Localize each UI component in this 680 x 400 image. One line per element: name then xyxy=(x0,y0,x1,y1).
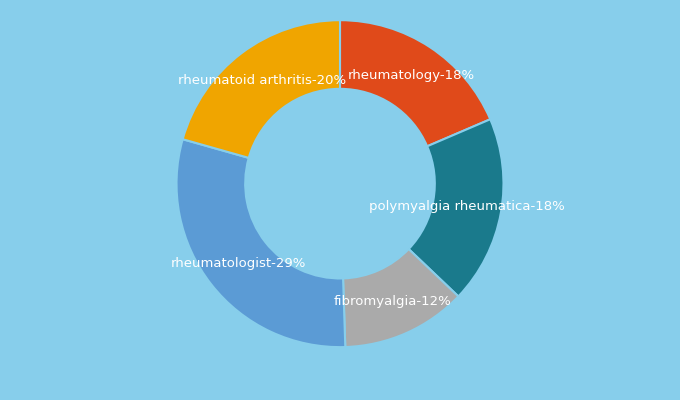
Wedge shape xyxy=(177,139,345,347)
Text: rheumatology-18%: rheumatology-18% xyxy=(347,69,475,82)
Wedge shape xyxy=(340,20,490,146)
Text: rheumatologist-29%: rheumatologist-29% xyxy=(171,257,306,270)
Text: polymyalgia rheumatica-18%: polymyalgia rheumatica-18% xyxy=(369,200,565,213)
Text: rheumatoid arthritis-20%: rheumatoid arthritis-20% xyxy=(178,74,346,87)
Wedge shape xyxy=(183,20,340,158)
Wedge shape xyxy=(409,119,503,296)
Wedge shape xyxy=(343,249,458,347)
Text: fibromyalgia-12%: fibromyalgia-12% xyxy=(334,295,452,308)
